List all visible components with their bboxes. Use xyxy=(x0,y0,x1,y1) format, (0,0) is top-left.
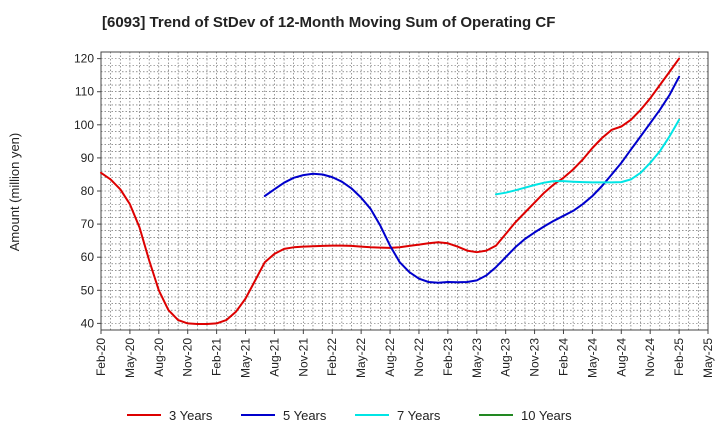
x-tick-label: Nov-20 xyxy=(181,338,195,377)
x-tick-label: Feb-22 xyxy=(325,338,339,376)
series-line-7-years xyxy=(495,118,681,196)
x-tick-label: Aug-20 xyxy=(152,338,166,377)
legend-label-5-years: 5 Years xyxy=(283,408,327,423)
y-axis-label: Amount (million yen) xyxy=(7,133,22,252)
x-tick-label: Feb-20 xyxy=(94,338,108,376)
x-tick-label: Feb-21 xyxy=(210,338,224,376)
y-tick-label: 100 xyxy=(74,118,94,132)
y-tick-label: 110 xyxy=(75,85,94,99)
y-tick-label: 50 xyxy=(81,283,95,297)
x-tick-label: May-24 xyxy=(585,338,599,378)
x-tick-label: May-20 xyxy=(123,338,137,378)
x-tick-label: Feb-25 xyxy=(672,338,686,376)
x-tick-label: Aug-23 xyxy=(499,338,513,377)
x-tick-label: May-21 xyxy=(239,338,253,378)
plot-background xyxy=(101,52,708,330)
x-tick-label: Aug-22 xyxy=(383,338,397,377)
x-tick-label: Feb-24 xyxy=(556,338,570,376)
legend-label-3-years: 3 Years xyxy=(169,408,213,423)
x-tick-label: May-22 xyxy=(354,338,368,378)
y-tick-label: 80 xyxy=(81,184,95,198)
series-line-3-years xyxy=(100,57,681,325)
x-tick-label: Aug-24 xyxy=(614,338,628,377)
y-tick-label: 90 xyxy=(81,151,95,165)
x-tick-label: Nov-21 xyxy=(296,338,310,377)
plot-area: 40 50 60 70 80 90 100 110 120 Feb-20 May-20 Aug-20 N… xyxy=(74,51,715,378)
y-tick-label: 60 xyxy=(81,250,95,264)
x-tick-label: Nov-24 xyxy=(643,338,657,377)
y-tick-label: 70 xyxy=(81,217,95,231)
x-tick-label: Nov-22 xyxy=(412,338,426,377)
x-tick-label: Nov-23 xyxy=(528,338,542,377)
legend-label-10-years: 10 Years xyxy=(521,408,572,423)
y-tick-label: 120 xyxy=(74,52,94,66)
x-tick-label: May-23 xyxy=(470,338,484,378)
legend: 3 Years 5 Years 7 Years 10 Years xyxy=(127,408,572,423)
x-tick-label: May-25 xyxy=(701,338,715,378)
x-tick-label: Feb-23 xyxy=(441,338,455,376)
legend-label-7-years: 7 Years xyxy=(397,408,441,423)
chart-title: [6093] Trend of StDev of 12-Month Moving… xyxy=(102,14,555,31)
x-tick-label: Aug-21 xyxy=(267,338,281,377)
series-line-5-years xyxy=(263,75,681,284)
y-tick-label: 40 xyxy=(81,316,95,330)
